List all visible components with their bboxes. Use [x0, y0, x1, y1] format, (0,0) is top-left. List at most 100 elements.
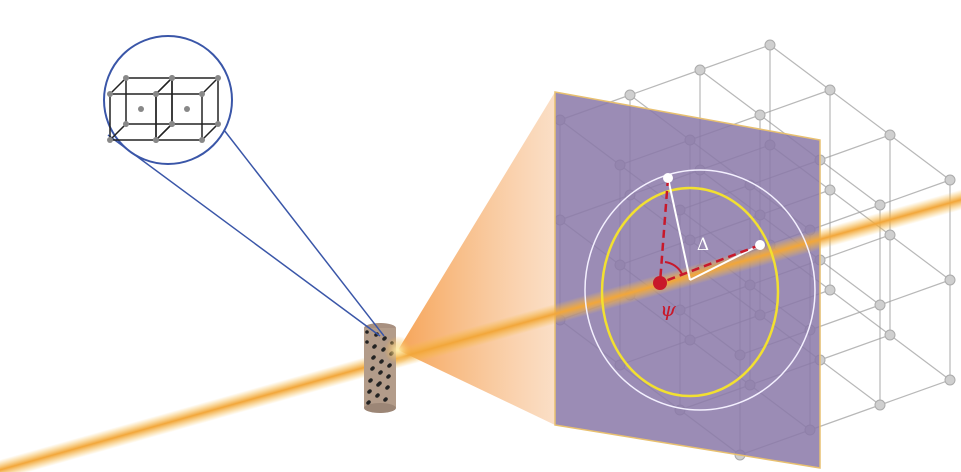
- lattice-atom: [824, 284, 836, 296]
- grain: [386, 385, 390, 389]
- cell-atom: [199, 137, 205, 143]
- grain: [383, 336, 387, 340]
- grain: [372, 355, 376, 359]
- angle-arc: [664, 261, 683, 275]
- lattice-atom: [824, 184, 836, 196]
- cell-atom: [184, 106, 190, 112]
- delta-label: Δ: [697, 235, 709, 255]
- grain: [369, 378, 373, 382]
- cell-face: [155, 93, 203, 141]
- cell-atom: [153, 137, 159, 143]
- lattice-edge: [769, 44, 831, 91]
- cell-atom: [169, 75, 175, 81]
- grains: [365, 330, 394, 405]
- spot: [663, 173, 673, 183]
- lattice-atom: [764, 39, 776, 51]
- cell-edge: [109, 77, 127, 95]
- dashed-vector: [658, 177, 670, 284]
- lattice-edge: [879, 179, 951, 206]
- grain: [378, 381, 382, 385]
- lattice-edge: [889, 334, 951, 381]
- lattice-atom: [944, 274, 956, 286]
- grain: [373, 344, 377, 348]
- lattice-edge: [819, 334, 891, 361]
- cell-edge: [201, 77, 219, 95]
- outer-ring: [584, 169, 816, 411]
- lattice-atom: [944, 374, 956, 386]
- lattice-atom: [624, 89, 636, 101]
- cell-atom: [215, 75, 221, 81]
- lattice-atom: [884, 229, 896, 241]
- cell-atom: [215, 121, 221, 127]
- lattice-edge: [809, 204, 881, 231]
- grain: [388, 363, 392, 367]
- beam-spot: [384, 336, 412, 364]
- grain: [371, 366, 375, 370]
- diffraction-ring: [600, 186, 780, 398]
- grain: [379, 370, 383, 374]
- cell-edge: [201, 123, 219, 141]
- x-ray-beam: [0, 179, 961, 472]
- lattice-edge: [809, 304, 881, 331]
- grain: [387, 374, 391, 378]
- lattice-edge: [829, 89, 891, 136]
- cell-edge: [155, 123, 173, 141]
- lattice-atom: [944, 174, 956, 186]
- lattice-edge: [809, 404, 881, 431]
- grain: [365, 330, 369, 334]
- sample-bottom: [364, 403, 396, 413]
- lattice-atom: [874, 199, 886, 211]
- lattice-atom: [824, 84, 836, 96]
- lattice-edge: [699, 44, 771, 71]
- lattice-atom: [884, 129, 896, 141]
- zoom-circle: [103, 35, 233, 165]
- beam-body: [0, 179, 961, 472]
- lattice-edge: [829, 289, 891, 336]
- lattice-edge: [819, 359, 881, 406]
- dashed-vector: [659, 243, 761, 285]
- cell-atom: [107, 91, 113, 97]
- cell-atom: [107, 137, 113, 143]
- lattice-edge: [629, 69, 701, 96]
- lattice-atom: [874, 299, 886, 311]
- psi-label: ψ: [660, 297, 676, 321]
- lattice-atom: [754, 109, 766, 121]
- vector: [689, 244, 761, 281]
- cell-atom: [123, 121, 129, 127]
- lattice-atom: [874, 399, 886, 411]
- grain: [368, 389, 372, 393]
- cell-atom: [199, 91, 205, 97]
- scatter-cone: [398, 92, 555, 425]
- cell-edge: [155, 77, 173, 95]
- lattice-edge: [879, 279, 951, 306]
- lattice-edge: [819, 234, 891, 261]
- cell-edge: [109, 123, 127, 141]
- cell-atom: [153, 91, 159, 97]
- lattice-edge: [889, 134, 951, 181]
- cell-face: [171, 77, 219, 125]
- lattice-edge: [699, 69, 761, 116]
- vector: [667, 177, 691, 281]
- cell-atom: [169, 121, 175, 127]
- grain: [367, 400, 371, 404]
- zoom-line: [107, 134, 381, 337]
- grain: [380, 359, 384, 363]
- cell-atom: [123, 75, 129, 81]
- lattice-edge: [879, 379, 951, 406]
- lattice-edge: [819, 259, 881, 306]
- grain: [384, 397, 388, 401]
- unit-cells: [107, 75, 221, 143]
- lattice-edge: [889, 234, 951, 281]
- lattice-edge: [759, 89, 831, 116]
- grain: [365, 340, 369, 344]
- lattice-edge: [819, 159, 881, 206]
- cell-atom: [138, 106, 144, 112]
- zoom-line: [223, 129, 385, 337]
- spot: [755, 240, 765, 250]
- grain: [376, 393, 380, 397]
- center-spot: [653, 276, 667, 290]
- lattice-edge: [819, 134, 891, 161]
- lattice-atom: [694, 64, 706, 76]
- lattice-atom: [884, 329, 896, 341]
